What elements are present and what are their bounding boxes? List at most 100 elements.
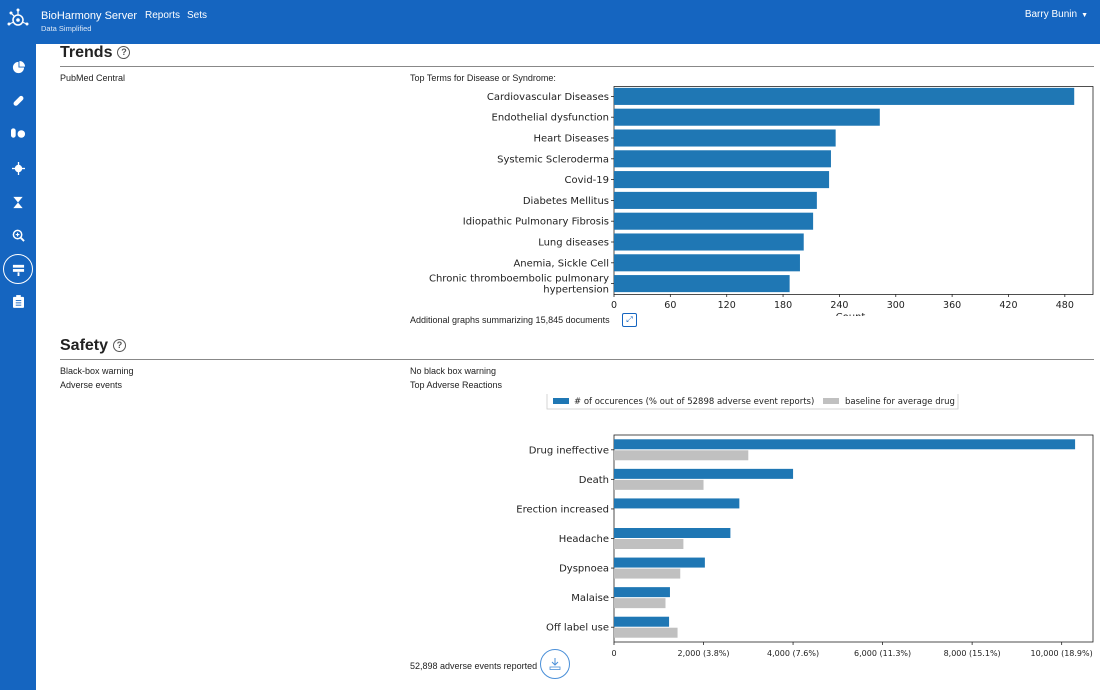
trends-divider (60, 66, 1094, 67)
sidebar-item-sets[interactable] (0, 254, 36, 284)
bar-baseline (614, 539, 684, 549)
help-icon[interactable]: ? (117, 46, 131, 59)
x-tick-label: 360 (943, 300, 961, 311)
download-button[interactable] (540, 649, 570, 679)
category-label: Chronic thromboembolic pulmonary (429, 274, 609, 285)
category-label: Idiopathic Pulmonary Fibrosis (463, 217, 609, 228)
help-icon[interactable]: ? (113, 339, 127, 352)
legend-swatch (823, 398, 839, 404)
x-tick-label: 6,000 (11.3%) (854, 649, 911, 658)
safety-heading: Safety? (60, 337, 127, 355)
sidebar-item-targets[interactable] (0, 153, 36, 183)
search-plus-icon (12, 229, 25, 242)
safety-footer: 52,898 adverse events reported (410, 661, 538, 671)
trends-chart-label: Top Terms for Disease or Syndrome: (410, 73, 556, 83)
category-label: hypertension (543, 285, 609, 296)
category-label: Death (579, 475, 609, 486)
x-tick-label: 4,000 (7.6%) (767, 649, 819, 658)
app-logo-icon[interactable] (6, 8, 30, 32)
x-axis-label: Count (836, 312, 866, 316)
nav-reports-link[interactable]: Reports (145, 10, 181, 21)
category-label: Lung diseases (538, 238, 609, 249)
x-tick-label: 0 (611, 649, 616, 658)
app-subtitle: Data Simplified (41, 24, 92, 33)
x-tick-label: 420 (999, 300, 1017, 311)
bar-baseline (614, 479, 704, 490)
chart-legend: # of occurences (% out of 52898 adverse … (546, 394, 959, 410)
user-name: Barry Bunin (1024, 9, 1078, 20)
sidebar-item-search[interactable] (0, 220, 36, 250)
legend-box (546, 394, 959, 410)
bar-occurrences (614, 587, 670, 598)
trends-source-label: PubMed Central (60, 73, 126, 83)
trends-footer: Additional graphs summarizing 15,845 doc… (410, 315, 610, 325)
bar-occurrences (614, 528, 731, 538)
x-tick-label: 120 (718, 300, 736, 311)
chevron-down-icon: ▼ (1081, 12, 1088, 19)
bar (614, 212, 814, 230)
x-tick-label: 480 (1056, 300, 1074, 311)
bar (614, 191, 817, 209)
bar-baseline (614, 450, 749, 461)
capsules-icon (10, 128, 25, 138)
nav-sets-link[interactable]: Sets (187, 10, 208, 21)
layer-group-icon (12, 264, 24, 276)
main-content: Trends? PubMed Central Top Terms for Dis… (36, 44, 1100, 690)
category-label: Endothelial dysfunction (492, 113, 610, 124)
x-tick-label: 10,000 (18.9%) (1031, 649, 1093, 658)
category-label: Malaise (571, 593, 609, 604)
disease-terms-chart: Cardiovascular Diseases Endothelial dysfu… (429, 86, 1094, 316)
category-label: Off label use (546, 623, 609, 634)
bar (614, 150, 831, 168)
legend-label: # of occurences (% out of 52898 adverse … (574, 397, 814, 407)
sidebar-item-compounds[interactable] (0, 118, 36, 148)
legend-swatch (553, 398, 569, 404)
sidebar-item-genes[interactable] (0, 187, 36, 217)
dna-icon (13, 196, 23, 208)
x-tick-label: 60 (664, 300, 676, 311)
app-title[interactable]: BioHarmony Server (41, 10, 137, 22)
adverse-events-label: Adverse events (60, 380, 123, 390)
safety-divider (60, 359, 1094, 360)
bar-occurrences (614, 498, 740, 509)
category-label: Dyspnoea (559, 564, 609, 575)
bbw-value: No black box warning (410, 366, 497, 376)
bar-baseline (614, 598, 666, 609)
legend-label: baseline for average drug (845, 397, 955, 407)
clipboard-icon (12, 294, 24, 308)
virus-icon (11, 161, 25, 175)
top-navbar: BioHarmony Server Data Simplified Report… (0, 0, 1100, 44)
bar (614, 129, 836, 147)
bar-occurrences (614, 439, 1076, 450)
plot-frame (613, 86, 1094, 295)
bar (614, 171, 830, 189)
category-label: Covid-19 (565, 175, 609, 186)
category-label: Headache (559, 534, 609, 545)
category-label: Erection increased (516, 504, 609, 515)
bar (614, 275, 790, 293)
sidebar-item-drugs[interactable] (0, 86, 36, 116)
bar (614, 254, 800, 272)
x-tick-label: 240 (830, 300, 848, 311)
trends-heading: Trends? (60, 44, 131, 62)
bbw-label: Black-box warning (60, 366, 134, 376)
x-tick-label: 2,000 (3.8%) (678, 649, 730, 658)
bar-baseline (614, 568, 681, 579)
bar (614, 87, 1075, 105)
category-label: Diabetes Mellitus (523, 196, 609, 207)
category-label: Cardiovascular Diseases (487, 92, 609, 103)
expand-icon[interactable]: ⤢ (622, 313, 637, 327)
sidebar-item-reports[interactable] (0, 286, 36, 316)
bar-occurrences (614, 557, 705, 568)
user-menu[interactable]: Barry Bunin ▼ (1025, 9, 1088, 20)
bar (614, 233, 804, 251)
adverse-reactions-chart: # of occurences (% out of 52898 adverse … (516, 394, 1094, 658)
category-label: Systemic Scleroderma (497, 154, 609, 165)
download-icon (549, 658, 561, 670)
pie-chart-icon (12, 60, 25, 73)
category-label: Heart Diseases (533, 134, 609, 145)
sidebar-item-charts[interactable] (0, 52, 36, 82)
x-tick-label: 8,000 (15.1%) (944, 649, 1001, 658)
x-tick-label: 300 (887, 300, 905, 311)
bar (614, 108, 880, 126)
